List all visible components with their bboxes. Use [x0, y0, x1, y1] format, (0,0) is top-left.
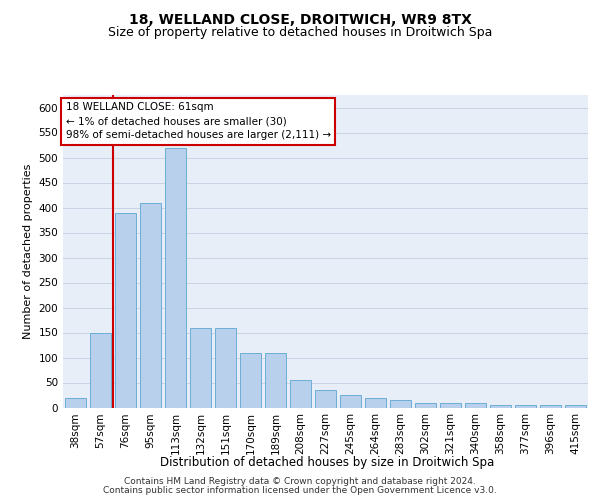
Bar [65, 398, 86, 407]
Bar [265, 352, 286, 408]
Bar [290, 380, 311, 407]
Text: Size of property relative to detached houses in Droitwich Spa: Size of property relative to detached ho… [108, 26, 492, 39]
Bar [165, 148, 186, 408]
Bar [515, 405, 536, 407]
Text: Contains public sector information licensed under the Open Government Licence v3: Contains public sector information licen… [103, 486, 497, 495]
Bar [565, 405, 586, 407]
Bar [465, 402, 486, 407]
Bar [90, 332, 111, 407]
Bar [115, 212, 136, 408]
Text: Contains HM Land Registry data © Crown copyright and database right 2024.: Contains HM Land Registry data © Crown c… [124, 477, 476, 486]
Bar [215, 328, 236, 407]
Bar [365, 398, 386, 407]
Bar [440, 402, 461, 407]
Bar [490, 405, 511, 407]
Text: 18, WELLAND CLOSE, DROITWICH, WR9 8TX: 18, WELLAND CLOSE, DROITWICH, WR9 8TX [128, 12, 472, 26]
Bar [340, 395, 361, 407]
Bar [540, 405, 561, 407]
Bar [190, 328, 211, 407]
Bar [240, 352, 261, 408]
Y-axis label: Number of detached properties: Number of detached properties [23, 164, 33, 339]
Bar [415, 402, 436, 407]
Text: Distribution of detached houses by size in Droitwich Spa: Distribution of detached houses by size … [160, 456, 494, 469]
Bar [140, 202, 161, 408]
Text: 18 WELLAND CLOSE: 61sqm
← 1% of detached houses are smaller (30)
98% of semi-det: 18 WELLAND CLOSE: 61sqm ← 1% of detached… [65, 102, 331, 141]
Bar [390, 400, 411, 407]
Bar [315, 390, 336, 407]
